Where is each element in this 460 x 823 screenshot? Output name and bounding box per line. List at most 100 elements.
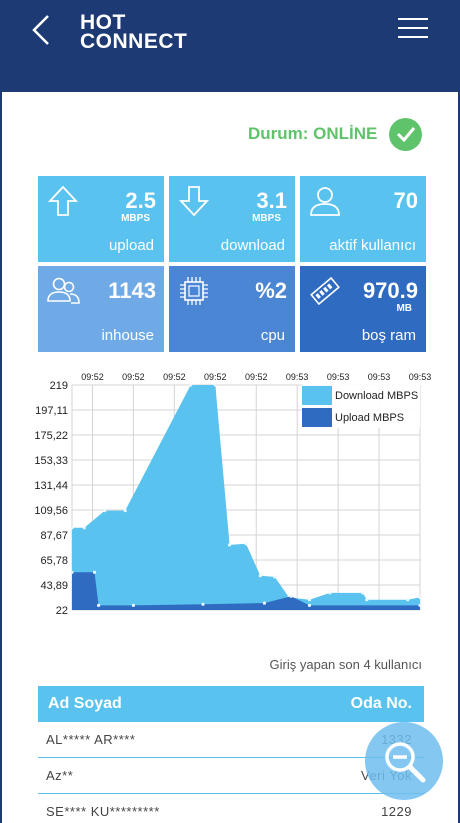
status-text: Durum: ONLİNE (248, 124, 378, 143)
check-circle-icon (389, 117, 423, 151)
y-tick-label: 153,33 (34, 455, 68, 467)
tile-label: download (220, 237, 285, 254)
legend-label: Download MBPS (335, 390, 418, 402)
tile-unit: MB (396, 303, 412, 314)
cell-name: SE**** KU********* (46, 804, 160, 819)
cell-name: AL***** AR**** (46, 732, 136, 747)
tile-download: 3.1 MBPS download (169, 176, 295, 262)
legend-label: Upload MBPS (335, 412, 404, 424)
data-point (189, 383, 193, 387)
x-tick-label: 09:52 (122, 372, 145, 382)
data-point (365, 598, 369, 602)
x-tick-label: 09:53 (327, 372, 350, 382)
x-tick-label: 09:53 (286, 372, 309, 382)
status-indicator: Durum: ONLİNE (248, 117, 423, 151)
y-tick-label: 43,89 (40, 580, 68, 592)
tile-active-users: 70 aktif kullanıcı (300, 176, 426, 262)
y-tick-label: 87,67 (40, 530, 68, 542)
y-tick-label: 175,22 (34, 430, 68, 442)
legend-swatch (302, 386, 332, 405)
user-icon (310, 187, 340, 216)
tile-value: 3.1 (256, 188, 287, 213)
data-point (123, 509, 127, 513)
data-point (92, 570, 97, 574)
logo-line-2: CONNECT (80, 30, 188, 53)
tile-free-ram: 970.9 MB boş ram (300, 266, 426, 352)
cell-name: Az** (46, 768, 74, 783)
x-tick-label: 09:52 (204, 372, 227, 382)
tile-value: %2 (255, 278, 287, 303)
upload-arrow-icon (47, 185, 79, 216)
data-point (103, 509, 107, 513)
data-point (213, 383, 217, 387)
data-point (418, 603, 422, 607)
data-point (289, 594, 293, 598)
column-header-name: Ad Soyad (48, 695, 122, 712)
tile-label: boş ram (361, 327, 416, 344)
data-point (328, 591, 332, 595)
tile-value: 970.9 (362, 278, 418, 303)
chevron-left-icon[interactable] (30, 14, 52, 46)
table-header: Ad Soyad Oda No. (38, 686, 424, 722)
x-tick-label: 09:52 (245, 372, 268, 382)
tile-label: inhouse (101, 327, 154, 344)
y-tick-label: 131,44 (34, 480, 68, 492)
data-point (273, 575, 277, 579)
recent-users-caption: Giriş yapan son 4 kullanıcı (269, 657, 422, 672)
y-tick-label: 219 (50, 380, 68, 392)
x-tick-label: 09:53 (409, 372, 432, 382)
table-row[interactable]: SE**** KU********* 1229 (38, 794, 424, 823)
data-point (258, 574, 262, 578)
data-point (244, 542, 248, 546)
column-header-room: Oda No. (350, 695, 412, 712)
data-point (262, 601, 266, 605)
tile-upload: 2.5 MBPS upload (38, 176, 164, 262)
data-point (228, 543, 232, 547)
hotconnect-logo: HOT CONNECT (80, 11, 188, 53)
zoom-out-button[interactable] (365, 722, 443, 800)
tile-value: 1143 (108, 278, 156, 303)
data-point (406, 598, 410, 602)
data-point (131, 603, 135, 607)
legend-swatch (302, 408, 332, 427)
cell-room: 1229 (381, 804, 412, 819)
recent-users-table: Ad Soyad Oda No. AL***** AR**** 1332 Az*… (38, 686, 424, 823)
y-tick-label: 22 (56, 605, 68, 617)
data-point (201, 602, 205, 606)
series-area (72, 385, 420, 610)
tile-inhouse: 1143 inhouse (38, 266, 164, 352)
x-tick-label: 09:53 (368, 372, 391, 382)
tile-unit: MBPS (252, 213, 281, 224)
cpu-chip-icon (180, 277, 208, 305)
tile-label: upload (108, 237, 154, 254)
y-tick-label: 109,56 (34, 505, 68, 517)
zoom-out-magnifier-icon (385, 742, 426, 783)
logo-line-1: HOT (80, 11, 126, 34)
tile-label: aktif kullanıcı (329, 237, 416, 254)
tile-label: cpu (260, 327, 285, 344)
x-tick-label: 09:52 (81, 372, 104, 382)
tile-value: 70 (393, 188, 418, 213)
data-point (97, 603, 101, 607)
data-point (82, 526, 86, 530)
tile-unit: MBPS (121, 213, 150, 224)
ram-memory-icon (310, 276, 340, 306)
y-tick-label: 65,78 (40, 555, 68, 567)
data-point (307, 603, 312, 607)
users-group-icon (47, 277, 80, 304)
bandwidth-chart: 219 197,11 175,22 153,33 131,44 109,56 87,67 65… (34, 372, 432, 617)
x-tick-label: 09:52 (163, 372, 186, 382)
data-point (70, 570, 74, 574)
data-point (418, 595, 422, 599)
y-tick-label: 197,11 (35, 405, 68, 417)
download-arrow-icon (178, 186, 210, 217)
app-header: HOT CONNECT (2, 0, 458, 92)
tile-cpu: %2 cpu (169, 266, 295, 352)
hamburger-menu-icon[interactable] (398, 18, 428, 40)
data-point (307, 598, 312, 602)
tile-value: 2.5 (125, 188, 156, 213)
series-area (72, 572, 420, 610)
data-point (70, 526, 74, 530)
data-point (361, 591, 365, 595)
